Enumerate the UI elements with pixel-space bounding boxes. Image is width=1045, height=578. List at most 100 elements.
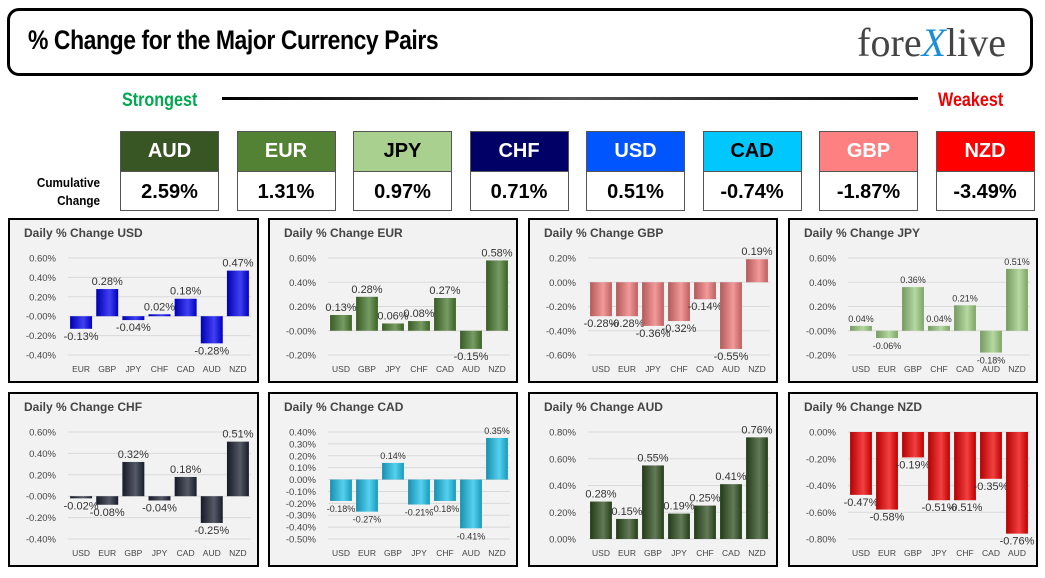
bar-eur <box>70 316 93 329</box>
x-tick-label: NZD <box>1008 364 1025 374</box>
x-tick-label: CAD <box>177 364 195 374</box>
data-label: 0.21% <box>952 293 978 303</box>
y-tick-label: -0.40% <box>26 535 57 546</box>
bar-aud <box>460 479 482 529</box>
bar-chart: 0.60% 0.40% 0.20% -0.00% -0.20% -0.40% -0.02% U… <box>26 428 254 559</box>
y-tick-label: 0.20% <box>29 292 56 303</box>
bar-nzd <box>486 260 508 331</box>
data-label: -0.02% <box>64 500 99 512</box>
bar-eur <box>356 479 378 512</box>
strength-scale-line <box>222 97 918 100</box>
y-tick-label: -0.40% <box>286 523 317 534</box>
data-label: -0.36% <box>636 328 671 340</box>
bar-aud <box>460 330 482 349</box>
bar-aud <box>1006 432 1028 534</box>
x-tick-label: NZD <box>748 548 765 558</box>
bar-gbp <box>96 289 119 317</box>
x-tick-label: NZD <box>488 548 505 558</box>
bar-jpy <box>122 316 145 321</box>
bar-nzd <box>746 259 768 283</box>
chart-title: Daily % Change GBP <box>544 226 664 240</box>
data-label: -0.47% <box>844 497 879 509</box>
bar-gbp <box>382 462 404 480</box>
bar-aud <box>720 282 742 349</box>
bar-gbp <box>122 461 145 497</box>
bar-eur <box>96 496 119 505</box>
bar-eur <box>616 518 638 539</box>
x-tick-label: GBP <box>124 548 142 558</box>
bar-cad <box>174 298 197 317</box>
x-tick-label: EUR <box>98 548 116 558</box>
x-tick-label: CHF <box>436 548 453 558</box>
x-tick-label: EUR <box>358 548 376 558</box>
currency-box-aud: AUD 2.59% <box>120 131 219 211</box>
bar-chf <box>668 282 690 322</box>
bar-aud <box>200 496 223 523</box>
currency-name: CAD <box>703 132 801 172</box>
x-tick-label: AUD <box>982 364 1000 374</box>
bar-eur <box>876 432 898 510</box>
x-tick-label: JPY <box>671 548 687 558</box>
chart-title: Daily % Change JPY <box>804 226 921 240</box>
bar-chf <box>694 505 716 539</box>
x-tick-label: CHF <box>410 364 427 374</box>
data-label: 0.35% <box>484 426 510 436</box>
bar-cad <box>720 484 742 539</box>
y-tick-label: 0.60% <box>549 454 576 465</box>
chart-title: Daily % Change NZD <box>804 400 923 414</box>
bar-jpy <box>668 513 690 539</box>
data-label: 0.18% <box>170 464 201 476</box>
y-tick-label: -0.00% <box>26 312 57 323</box>
bar-chf <box>434 479 456 501</box>
y-tick-label: 0.40% <box>289 428 316 439</box>
chart-panel-7: 0.00% -0.20% -0.40% -0.60% -0.80% -0.47% USD -0… <box>788 392 1038 567</box>
x-tick-label: EUR <box>618 548 636 558</box>
y-tick-label: 0.40% <box>549 481 576 492</box>
data-label: -0.19% <box>896 459 931 471</box>
x-tick-label: EUR <box>72 364 90 374</box>
x-tick-label: GBP <box>904 548 922 558</box>
x-tick-label: GBP <box>644 548 662 558</box>
y-tick-label: 0.20% <box>289 302 316 313</box>
bar-cad <box>954 305 976 331</box>
x-tick-label: CHF <box>930 364 947 374</box>
x-tick-label: USD <box>332 548 350 558</box>
data-label: -0.21% <box>405 508 434 518</box>
x-tick-label: NZD <box>229 548 246 558</box>
cumulative-value: -1.87% <box>836 181 901 203</box>
x-tick-label: JPY <box>152 548 168 558</box>
x-tick-label: AUD <box>203 548 221 558</box>
y-tick-label: 0.60% <box>809 254 836 265</box>
bar-chart: 0.60% 0.40% 0.20% -0.00% -0.20% 0.13% USD 0.28%… <box>286 247 513 374</box>
x-tick-label: GBP <box>384 548 402 558</box>
y-tick-label: -0.80% <box>806 535 837 546</box>
data-label: 0.25% <box>689 493 720 505</box>
data-label: -0.15% <box>454 351 489 363</box>
x-tick-label: CAD <box>982 548 1000 558</box>
y-tick-label: -0.20% <box>806 351 837 362</box>
bar-aud <box>980 330 1002 353</box>
currency-name: NZD <box>936 132 1034 172</box>
bar-usd <box>850 432 872 495</box>
data-label: -0.06% <box>873 341 902 351</box>
data-label: -0.18% <box>327 504 356 514</box>
data-label: -0.76% <box>1000 536 1035 548</box>
x-tick-label: AUD <box>203 364 221 374</box>
data-label: -0.18% <box>977 356 1006 366</box>
bar-gbp <box>902 287 924 331</box>
currency-box-cad: CAD -0.74% <box>702 131 802 211</box>
data-label: 0.55% <box>637 452 668 464</box>
y-tick-label: 0.80% <box>549 428 576 439</box>
bar-jpy <box>642 282 664 326</box>
chart-panel-0: 0.60% 0.40% 0.20% -0.00% -0.20% -0.40% -0.13% E… <box>8 218 259 383</box>
data-label: 0.28% <box>351 284 382 296</box>
x-tick-label: AUD <box>1008 548 1026 558</box>
data-label: 0.13% <box>325 302 356 314</box>
currency-box-chf: CHF 0.71% <box>469 131 569 211</box>
chart-panel-1: 0.60% 0.40% 0.20% -0.00% -0.20% 0.13% USD 0.28%… <box>268 218 518 383</box>
y-tick-label: -0.50% <box>286 535 317 546</box>
y-tick-label: 0.60% <box>289 254 316 265</box>
bar-chf <box>148 314 171 317</box>
y-tick-label: -0.20% <box>26 331 57 342</box>
y-tick-label: 0.10% <box>289 463 316 474</box>
